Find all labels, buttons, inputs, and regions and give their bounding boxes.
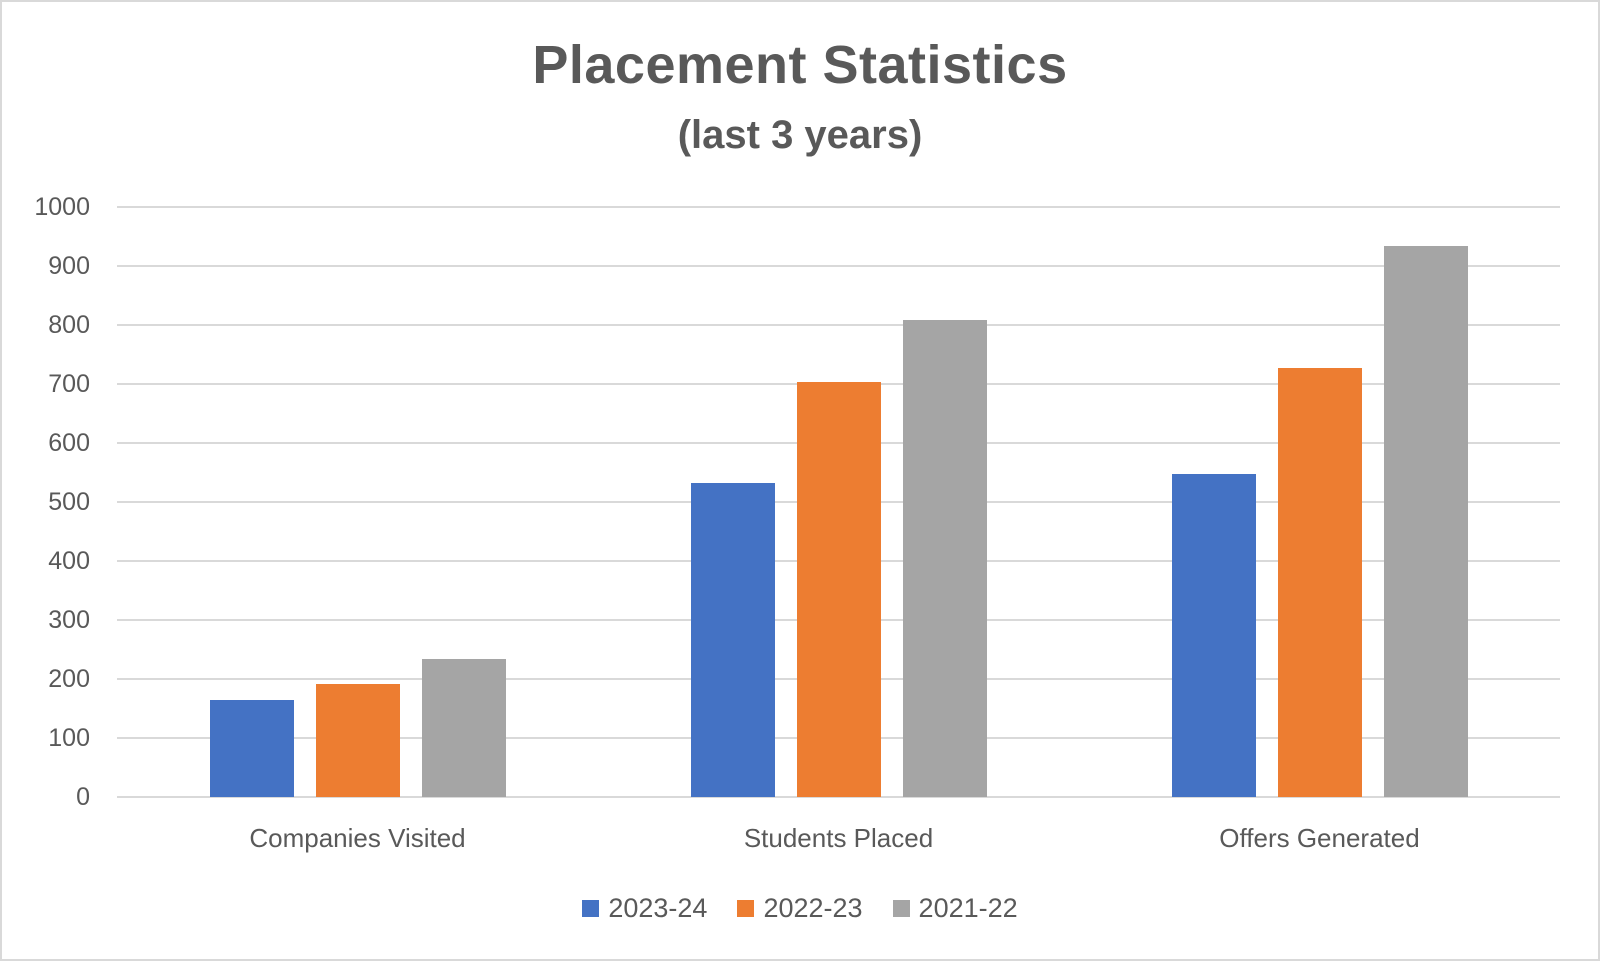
- y-tick-label: 0: [76, 783, 90, 811]
- x-category-label: Offers Generated: [1219, 823, 1420, 853]
- gridline: [117, 265, 1560, 267]
- bar-offers-generated-2023-24: [1171, 474, 1256, 797]
- chart-title: Placement Statistics: [532, 35, 1068, 95]
- y-tick-label: 1000: [34, 193, 90, 221]
- legend-item-2022-23: 2022-23: [737, 893, 863, 924]
- legend: 2023-24 2022-23 2021-22: [0, 893, 1600, 924]
- gridline: [117, 206, 1560, 208]
- x-category-label: Students Placed: [743, 823, 934, 853]
- x-category-label: Companies Visited: [249, 823, 466, 853]
- x-axis-line: [117, 796, 1560, 798]
- gridline: [117, 324, 1560, 326]
- y-tick-label: 900: [48, 252, 90, 280]
- y-tick-label: 300: [48, 606, 90, 634]
- legend-item-2023-24: 2023-24: [582, 893, 707, 924]
- legend-swatch-orange: [737, 900, 755, 917]
- legend-item-2021-22: 2021-22: [892, 893, 1018, 924]
- y-tick-label: 800: [48, 311, 90, 339]
- bar-students-placed-2022-23: [796, 382, 881, 797]
- legend-label: 2023-24: [608, 893, 708, 923]
- y-tick-label: 500: [48, 488, 90, 516]
- y-tick-label: 400: [48, 547, 90, 575]
- bar-offers-generated-2021-22: [1383, 245, 1468, 797]
- y-tick-label: 100: [48, 724, 90, 752]
- chart-subtitle: (last 3 years): [677, 113, 923, 157]
- y-tick-label: 600: [48, 429, 90, 457]
- legend-swatch-gray: [892, 900, 910, 917]
- bar-companies-visited-2022-23: [315, 683, 400, 797]
- legend-swatch-blue: [582, 900, 600, 917]
- bar-students-placed-2023-24: [690, 483, 775, 797]
- legend-label: 2022-23: [763, 893, 863, 923]
- y-tick-label: 700: [48, 370, 90, 398]
- legend-label: 2021-22: [918, 893, 1018, 923]
- bar-students-placed-2021-22: [902, 320, 987, 797]
- bar-offers-generated-2022-23: [1277, 368, 1362, 797]
- bar-companies-visited-2023-24: [209, 700, 294, 797]
- bar-companies-visited-2021-22: [421, 658, 506, 797]
- y-tick-label: 200: [48, 665, 90, 693]
